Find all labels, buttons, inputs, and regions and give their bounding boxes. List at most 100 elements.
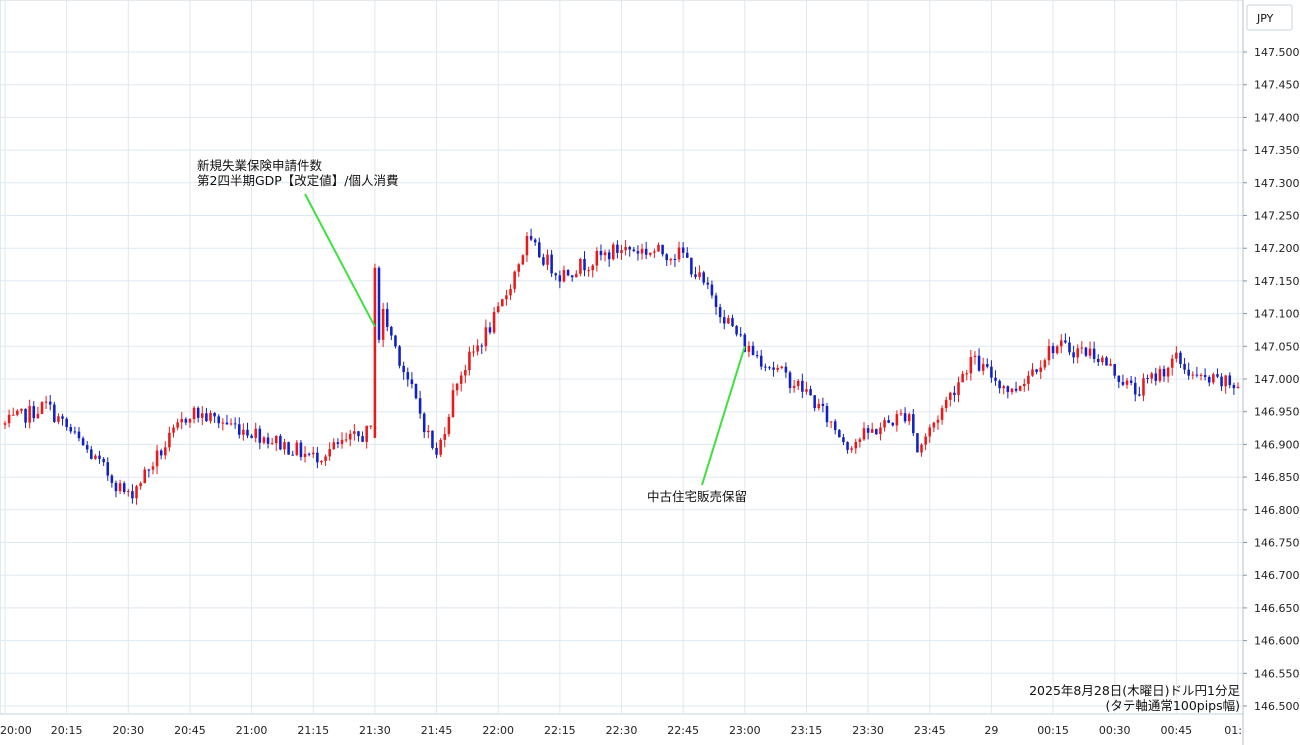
candle-body	[965, 373, 969, 375]
candle-body	[817, 403, 821, 409]
candle-body	[731, 318, 734, 327]
candle-body	[805, 389, 808, 392]
candle-body	[866, 428, 870, 433]
candle-body	[1224, 375, 1227, 387]
candle-body	[562, 270, 566, 282]
candle-body	[402, 365, 405, 373]
candle-body	[821, 403, 825, 407]
candle-body	[513, 271, 516, 289]
candle-body	[780, 366, 784, 368]
candle-body	[838, 430, 841, 438]
candle-body	[332, 442, 336, 450]
y-tick-label: 146.650	[1254, 602, 1300, 615]
candle-body	[373, 267, 377, 438]
candle-body	[1228, 375, 1232, 386]
candle-body	[287, 442, 290, 455]
candle-body	[862, 428, 866, 440]
y-tick-label: 147.250	[1254, 210, 1300, 223]
x-tick-label: 21:30	[359, 724, 391, 737]
candle-body	[788, 372, 792, 388]
annotation-label: 第2四半期GDP【改定値】/個人消費	[197, 173, 399, 188]
candle-body	[714, 295, 718, 308]
candle-body	[858, 439, 862, 442]
y-tick-label: 147.350	[1254, 144, 1300, 157]
candle-body	[850, 448, 853, 450]
candle-body	[521, 255, 525, 265]
candle-body	[961, 373, 964, 383]
candle-body	[455, 383, 459, 391]
y-tick-label: 147.100	[1254, 308, 1300, 321]
candle-body	[570, 275, 574, 278]
candle-body	[188, 419, 192, 423]
x-tick-label: 22:45	[667, 724, 699, 737]
candle-body	[139, 483, 142, 487]
candle-body	[213, 412, 216, 417]
y-tick-label: 147.300	[1254, 177, 1300, 190]
candle-body	[624, 246, 627, 251]
candle-body	[48, 401, 52, 405]
candle-body	[969, 357, 973, 374]
candle-body	[612, 244, 615, 260]
candle-body	[949, 392, 952, 400]
candle-body	[525, 236, 529, 256]
candle-body	[1129, 380, 1133, 383]
candle-body	[135, 486, 138, 499]
candle-body	[644, 248, 648, 255]
currency-label: JPY	[1256, 12, 1274, 25]
candle-body	[266, 437, 270, 444]
candle-body	[772, 367, 775, 370]
x-tick-label: 23:00	[729, 724, 761, 737]
candle-body	[270, 443, 274, 445]
candle-body	[131, 491, 134, 499]
candle-body	[595, 251, 599, 266]
annotation-arrow	[701, 346, 746, 486]
candle-body	[201, 413, 204, 418]
candle-body	[44, 401, 48, 403]
annotation-arrow	[304, 193, 376, 328]
candle-body	[32, 406, 36, 419]
candle-body	[324, 456, 327, 461]
y-tick-label: 147.400	[1254, 111, 1300, 124]
candle-body	[743, 334, 747, 352]
candle-body	[291, 454, 294, 456]
candle-body	[348, 433, 352, 440]
candle-body	[242, 429, 245, 435]
candle-body	[640, 248, 644, 254]
candle-body	[616, 244, 619, 253]
candle-body	[102, 458, 105, 463]
currency-box	[1246, 4, 1293, 31]
caption-line: 2025年8月28日(木曜日)ドル円1分足	[1029, 683, 1240, 698]
candle-body	[106, 462, 110, 476]
candle-body	[870, 429, 874, 433]
candle-body	[246, 429, 249, 436]
candle-body	[36, 413, 40, 419]
candle-body	[653, 251, 656, 253]
candle-body	[1023, 383, 1026, 387]
candle-body	[813, 395, 816, 409]
candle-body	[98, 455, 101, 459]
candle-body	[591, 265, 595, 271]
x-tick-label: 29	[984, 724, 998, 737]
candle-body	[57, 416, 60, 422]
y-tick-label: 146.900	[1254, 438, 1300, 451]
x-tick-label: 22:15	[544, 724, 576, 737]
candle-body	[1055, 346, 1059, 354]
candle-body	[336, 442, 340, 444]
candle-body	[1154, 373, 1158, 381]
candle-body	[65, 418, 68, 428]
candle-body	[365, 425, 368, 442]
candle-body	[899, 413, 903, 415]
candle-body	[472, 351, 475, 353]
candle-body	[451, 390, 455, 417]
price-axis: 147.500 147.450 147.400 147.350 147.300 147.2…	[1242, 0, 1300, 745]
candle-body	[1232, 385, 1236, 389]
y-tick-label: 147.000	[1254, 373, 1300, 386]
x-tick-label: 23:45	[914, 724, 946, 737]
candle-body	[875, 429, 878, 435]
candle-body	[418, 398, 422, 414]
candle-body	[928, 427, 932, 437]
candle-body	[801, 380, 804, 392]
candle-body	[7, 414, 11, 424]
